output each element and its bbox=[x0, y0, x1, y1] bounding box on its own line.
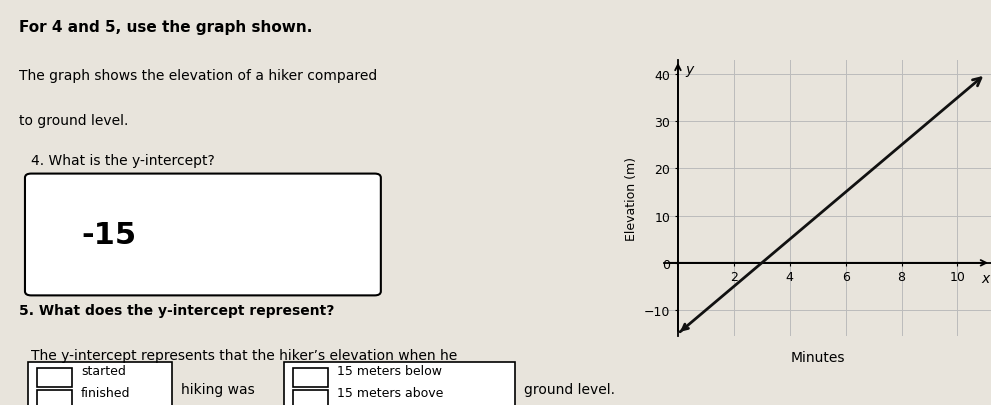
Text: 15 meters above: 15 meters above bbox=[337, 386, 444, 399]
Text: ground level.: ground level. bbox=[524, 382, 615, 396]
Text: Minutes: Minutes bbox=[791, 350, 845, 364]
Text: y: y bbox=[685, 63, 693, 77]
Text: hiking was: hiking was bbox=[181, 382, 255, 396]
Text: -15: -15 bbox=[81, 220, 137, 249]
Bar bbox=[293, 368, 328, 387]
FancyBboxPatch shape bbox=[25, 174, 381, 296]
Text: The graph shows the elevation of a hiker compared: The graph shows the elevation of a hiker… bbox=[19, 69, 377, 83]
Bar bbox=[293, 390, 328, 405]
Bar bbox=[38, 390, 71, 405]
Text: to ground level.: to ground level. bbox=[19, 113, 128, 127]
Text: 4. What is the y-intercept?: 4. What is the y-intercept? bbox=[32, 154, 215, 168]
Y-axis label: Elevation (m): Elevation (m) bbox=[625, 157, 638, 240]
Text: The y-intercept represents that the hiker’s elevation when he: The y-intercept represents that the hike… bbox=[32, 348, 458, 362]
Text: started: started bbox=[81, 364, 126, 377]
Text: x: x bbox=[981, 272, 990, 286]
FancyBboxPatch shape bbox=[284, 362, 515, 405]
FancyBboxPatch shape bbox=[28, 362, 171, 405]
Text: For 4 and 5, use the graph shown.: For 4 and 5, use the graph shown. bbox=[19, 20, 312, 35]
Bar bbox=[38, 368, 71, 387]
Text: 5. What does the y-intercept represent?: 5. What does the y-intercept represent? bbox=[19, 304, 334, 318]
Text: finished: finished bbox=[81, 386, 131, 399]
Text: 15 meters below: 15 meters below bbox=[337, 364, 442, 377]
